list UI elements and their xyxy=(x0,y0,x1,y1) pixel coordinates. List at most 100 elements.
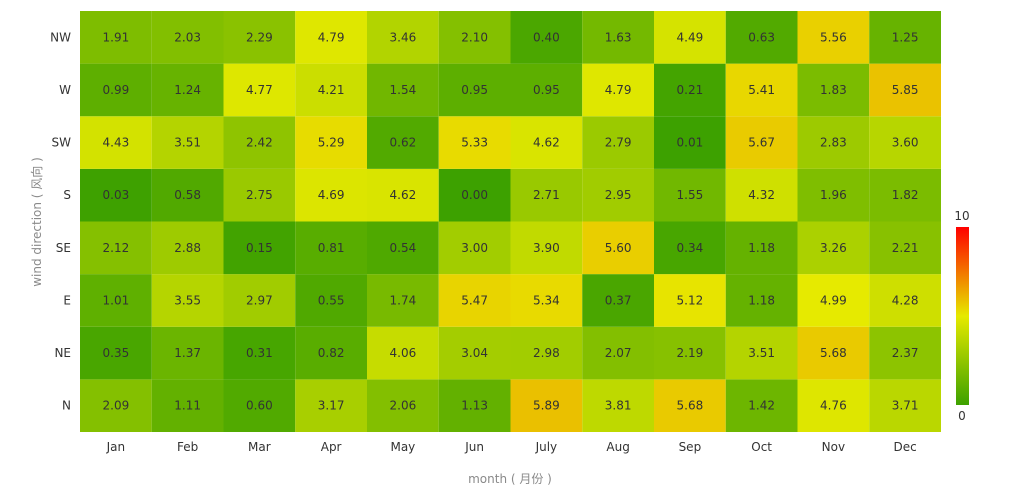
heatmap-cell[interactable] xyxy=(151,63,224,117)
heatmap-cell[interactable] xyxy=(367,63,439,117)
heatmap-cell[interactable] xyxy=(367,11,439,64)
x-axis-title: month ( 月份 ) xyxy=(468,472,552,486)
heatmap-cell[interactable] xyxy=(869,11,941,64)
heatmap-cell[interactable] xyxy=(510,221,583,275)
heatmap-cell[interactable] xyxy=(295,168,367,222)
heatmap-cell[interactable] xyxy=(869,63,941,117)
heatmap-cell[interactable] xyxy=(80,116,152,169)
heatmap-cell[interactable] xyxy=(151,116,224,169)
heatmap-cell[interactable] xyxy=(869,274,941,327)
heatmap-cell[interactable] xyxy=(80,63,152,117)
heatmap-cell[interactable] xyxy=(223,116,296,169)
heatmap-cell[interactable] xyxy=(295,379,367,432)
heatmap-cell[interactable] xyxy=(151,221,224,275)
heatmap-cell[interactable] xyxy=(367,379,439,432)
heatmap-cell[interactable] xyxy=(80,379,152,432)
heatmap-cell[interactable] xyxy=(367,168,439,222)
heatmap-cell[interactable] xyxy=(654,274,726,327)
heatmap-cell[interactable] xyxy=(725,168,798,222)
heatmap-cell[interactable] xyxy=(654,326,726,380)
heatmap-cell[interactable] xyxy=(367,221,439,275)
heatmap-cell[interactable] xyxy=(582,379,654,432)
heatmap-cell[interactable] xyxy=(80,274,152,327)
heatmap-cell[interactable] xyxy=(797,379,870,432)
heatmap-cell[interactable] xyxy=(869,326,941,380)
heatmap-cell[interactable] xyxy=(223,11,296,64)
heatmap-cell[interactable] xyxy=(151,168,224,222)
heatmap-cell[interactable] xyxy=(725,11,798,64)
heatmap-cell[interactable] xyxy=(797,168,870,222)
heatmap-cell[interactable] xyxy=(295,326,367,380)
heatmap-cell[interactable] xyxy=(654,63,726,117)
heatmap-cell[interactable] xyxy=(367,274,439,327)
heatmap-cell[interactable] xyxy=(582,11,654,64)
heatmap-cell[interactable] xyxy=(725,326,798,380)
heatmap-cell[interactable] xyxy=(295,116,367,169)
heatmap-cell[interactable] xyxy=(295,274,367,327)
heatmap-cell[interactable] xyxy=(223,168,296,222)
heatmap-cell[interactable] xyxy=(295,11,367,64)
heatmap-cell[interactable] xyxy=(151,326,224,380)
cell-value-label: 0.95 xyxy=(461,83,488,97)
heatmap-cell[interactable] xyxy=(510,274,583,327)
heatmap-cell[interactable] xyxy=(151,379,224,432)
heatmap-cell[interactable] xyxy=(797,63,870,117)
heatmap-cell[interactable] xyxy=(438,116,511,169)
heatmap-cell[interactable] xyxy=(438,274,511,327)
heatmap-cell[interactable] xyxy=(582,116,654,169)
heatmap-cell[interactable] xyxy=(438,326,511,380)
heatmap-cell[interactable] xyxy=(654,379,726,432)
heatmap-cell[interactable] xyxy=(151,274,224,327)
heatmap-cell[interactable] xyxy=(725,63,798,117)
heatmap-cell[interactable] xyxy=(510,379,583,432)
heatmap-cell[interactable] xyxy=(725,274,798,327)
heatmap-cell[interactable] xyxy=(80,221,152,275)
heatmap-cell[interactable] xyxy=(223,63,296,117)
heatmap-cell[interactable] xyxy=(582,274,654,327)
heatmap-cell[interactable] xyxy=(725,221,798,275)
visual-map-gradient-bar[interactable] xyxy=(956,227,969,405)
heatmap-cell[interactable] xyxy=(582,63,654,117)
heatmap-cell[interactable] xyxy=(797,221,870,275)
heatmap-cell[interactable] xyxy=(510,168,583,222)
heatmap-cell[interactable] xyxy=(295,63,367,117)
heatmap-cell[interactable] xyxy=(582,168,654,222)
heatmap-cell[interactable] xyxy=(797,326,870,380)
heatmap-cell[interactable] xyxy=(510,116,583,169)
heatmap-cell[interactable] xyxy=(367,326,439,380)
heatmap-cell[interactable] xyxy=(80,168,152,222)
heatmap-cell[interactable] xyxy=(80,11,152,64)
heatmap-cell[interactable] xyxy=(869,379,941,432)
heatmap-cell[interactable] xyxy=(869,221,941,275)
heatmap-cell[interactable] xyxy=(438,168,511,222)
heatmap-cell[interactable] xyxy=(223,379,296,432)
heatmap-cell[interactable] xyxy=(654,168,726,222)
heatmap-cell[interactable] xyxy=(654,116,726,169)
heatmap-cell[interactable] xyxy=(438,221,511,275)
cell-value-label: 2.98 xyxy=(533,346,560,360)
heatmap-cell[interactable] xyxy=(582,221,654,275)
heatmap-cell[interactable] xyxy=(510,326,583,380)
heatmap-cell[interactable] xyxy=(654,221,726,275)
heatmap-cell[interactable] xyxy=(367,116,439,169)
heatmap-cell[interactable] xyxy=(80,326,152,380)
heatmap-cell[interactable] xyxy=(438,379,511,432)
heatmap-cell[interactable] xyxy=(797,274,870,327)
heatmap-cell[interactable] xyxy=(725,379,798,432)
heatmap-cell[interactable] xyxy=(151,11,224,64)
heatmap-cell[interactable] xyxy=(797,116,870,169)
heatmap-cell[interactable] xyxy=(510,11,583,64)
heatmap-cell[interactable] xyxy=(438,11,511,64)
heatmap-cell[interactable] xyxy=(223,221,296,275)
heatmap-cell[interactable] xyxy=(869,116,941,169)
heatmap-cell[interactable] xyxy=(223,326,296,380)
heatmap-cell[interactable] xyxy=(797,11,870,64)
heatmap-cell[interactable] xyxy=(582,326,654,380)
heatmap-cell[interactable] xyxy=(654,11,726,64)
heatmap-cell[interactable] xyxy=(869,168,941,222)
heatmap-cell[interactable] xyxy=(438,63,511,117)
heatmap-cell[interactable] xyxy=(510,63,583,117)
heatmap-cell[interactable] xyxy=(223,274,296,327)
heatmap-cell[interactable] xyxy=(725,116,798,169)
heatmap-cell[interactable] xyxy=(295,221,367,275)
